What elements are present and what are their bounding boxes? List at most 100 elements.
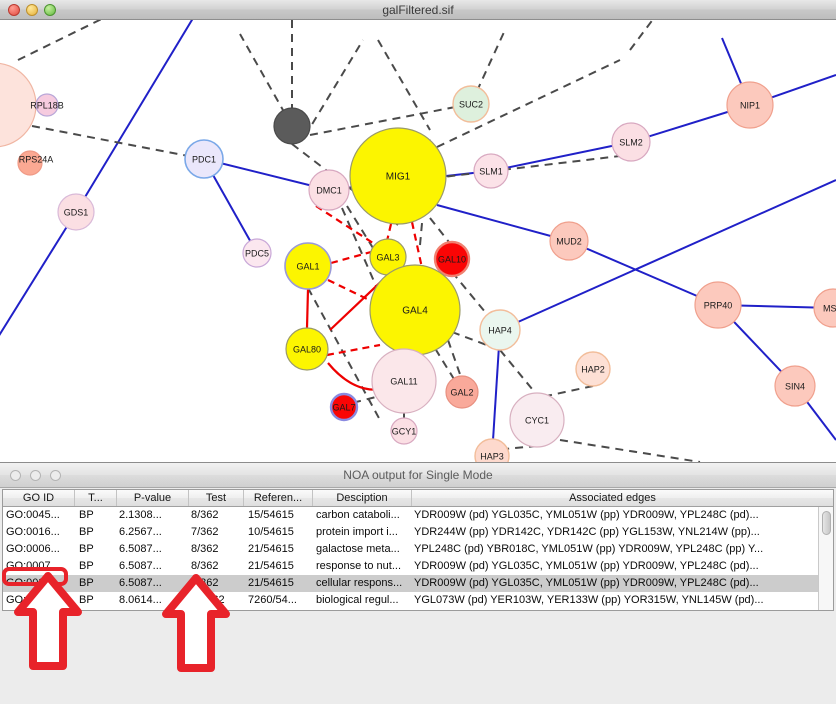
node-gal80[interactable]	[285, 327, 329, 371]
cell-reference: 15/54615	[248, 509, 294, 521]
go-id-arrow-icon	[14, 572, 82, 670]
results-table[interactable]: GO ID T... P-value Test Referen... Desci…	[2, 489, 834, 611]
cell-type: BP	[79, 543, 94, 555]
cell-pvalue: 2.1308...	[119, 509, 162, 521]
column-header-reference[interactable]: Referen...	[244, 490, 313, 506]
node-rpl18b[interactable]	[35, 93, 59, 117]
node-prp40[interactable]	[694, 281, 742, 329]
node-slm1[interactable]	[473, 153, 509, 189]
cell-type: BP	[79, 526, 94, 538]
column-header-associated-edges[interactable]: Associated edges	[569, 492, 656, 504]
cell-type: BP	[79, 594, 94, 606]
cell-test: 8/362	[191, 560, 219, 572]
node-gal11[interactable]	[371, 348, 437, 414]
node-label-gcy1: GCY1	[392, 426, 417, 436]
cell-associated-edges: YPL248C (pd) YBR018C, YML051W (pp) YDR00…	[414, 543, 764, 555]
window-traffic-lights	[8, 4, 56, 16]
node-hap3[interactable]	[474, 438, 510, 462]
table-row[interactable]: GO:0006... BP 6.5087... 8/362 21/54615 g…	[3, 541, 833, 558]
cell-pvalue: 6.5087...	[119, 577, 162, 589]
cell-associated-edges: YDR244W (pp) YDR142C, YDR142C (pp) YGL15…	[414, 526, 760, 538]
dialog-title: NOA output for Single Mode	[343, 468, 493, 482]
node-label-mud2: MUD2	[556, 236, 582, 246]
cell-description: biological regul...	[316, 594, 399, 606]
test-column-arrow-icon	[162, 574, 230, 672]
node-label-msi: MSI	[823, 303, 836, 313]
dialog-zoom-button[interactable]	[50, 470, 61, 481]
node-label-gal2: GAL2	[450, 387, 473, 397]
column-header-go-id[interactable]: GO ID	[3, 490, 75, 506]
close-button[interactable]	[8, 4, 20, 16]
cell-reference: 21/54615	[248, 560, 294, 572]
dialog-titlebar: NOA output for Single Mode	[0, 463, 836, 488]
table-vertical-scrollbar[interactable]	[818, 507, 833, 610]
node-label-hap2: HAP2	[581, 364, 605, 374]
dialog-close-button[interactable]	[10, 470, 21, 481]
node-pdc5[interactable]	[242, 238, 272, 268]
node-slm2[interactable]	[611, 122, 651, 162]
node-gds1[interactable]	[57, 193, 95, 231]
column-header-type[interactable]: T...	[75, 490, 117, 506]
node-label-sin4: SIN4	[785, 381, 805, 391]
protein-dna-edges	[17, 20, 701, 462]
node-label-prp40: PRP40	[704, 300, 733, 310]
network-canvas[interactable]: RPL18B RPS24A GDS1 PDC1 PDC5 DMC1 MIG1 S…	[0, 20, 836, 462]
minimize-button[interactable]	[26, 4, 38, 16]
node-cyc1[interactable]	[509, 392, 565, 448]
zoom-button[interactable]	[44, 4, 56, 16]
network-graph[interactable]: RPL18B RPS24A GDS1 PDC1 PDC5 DMC1 MIG1 S…	[0, 20, 836, 462]
node-msi[interactable]	[813, 288, 836, 328]
node-label-rps24a: RPS24A	[19, 154, 54, 164]
node-gal1[interactable]	[284, 242, 332, 290]
node-nip1[interactable]	[726, 81, 774, 129]
table-row[interactable]: GO:0045... BP 2.1308... 8/362 15/54615 c…	[3, 507, 833, 524]
node-suc2[interactable]	[452, 85, 490, 123]
cell-test: 8/362	[191, 543, 219, 555]
cell-reference: 21/54615	[248, 577, 294, 589]
node-gal7[interactable]	[329, 392, 359, 422]
cell-go-id: GO:0006...	[6, 543, 60, 555]
node-gal10[interactable]	[433, 240, 471, 278]
node-label-mig1: MIG1	[386, 172, 411, 183]
annotation-arrows	[14, 572, 230, 672]
node-sin4[interactable]	[774, 365, 816, 407]
node-gal2[interactable]	[445, 375, 479, 409]
node-label-pdc1: PDC1	[192, 154, 216, 164]
table-header-row: GO ID T... P-value Test Referen... Desci…	[3, 490, 833, 507]
cell-type: BP	[79, 509, 94, 521]
cell-pvalue: 8.0614...	[119, 594, 162, 606]
cell-description: cellular respons...	[316, 577, 403, 589]
node-label-gal4: GAL4	[402, 306, 428, 317]
node-label-gal3: GAL3	[376, 252, 399, 262]
node-label-nip1: NIP1	[740, 100, 760, 110]
column-header-description[interactable]: Desciption	[313, 490, 412, 506]
cell-test: 8/362	[191, 509, 219, 521]
cell-go-id: GO:0045...	[6, 509, 60, 521]
cell-description: carbon cataboli...	[316, 509, 400, 521]
node-pdc1[interactable]	[184, 139, 224, 179]
node-hap4[interactable]	[479, 309, 521, 351]
node-dmc1[interactable]	[308, 169, 350, 211]
node-mig1[interactable]	[349, 127, 447, 225]
column-header-test[interactable]: Test	[189, 490, 244, 506]
noa-output-dialog: NOA output for Single Mode GO ID T... P-…	[0, 462, 836, 704]
scrollbar-thumb[interactable]	[822, 511, 831, 535]
cell-associated-edges: YGL073W (pd) YER103W, YER133W (pp) YOR31…	[414, 594, 764, 606]
node-label-hap3: HAP3	[480, 451, 504, 461]
node-label-cyc1: CYC1	[525, 415, 549, 425]
node-label-slm1: SLM1	[479, 166, 503, 176]
node-label-gds1: GDS1	[64, 207, 89, 217]
node-unlabeled-dark[interactable]	[273, 107, 311, 145]
cell-type: BP	[79, 577, 94, 589]
dialog-minimize-button[interactable]	[30, 470, 41, 481]
node-hap2[interactable]	[575, 351, 611, 387]
node-label-hap4: HAP4	[488, 325, 512, 335]
node-rps24a[interactable]	[17, 150, 43, 176]
cell-reference: 7260/54...	[248, 594, 297, 606]
node-mud2[interactable]	[549, 221, 589, 261]
column-header-pvalue[interactable]: P-value	[117, 490, 189, 506]
cell-associated-edges: YDR009W (pd) YGL035C, YML051W (pp) YDR00…	[414, 577, 759, 589]
table-row[interactable]: GO:0016... BP 6.2567... 7/362 10/54615 p…	[3, 524, 833, 541]
node-gcy1[interactable]	[390, 417, 418, 445]
cell-associated-edges: YFR034C (pd) YBR093C, YDR009W (pd) YGL03…	[412, 609, 813, 610]
